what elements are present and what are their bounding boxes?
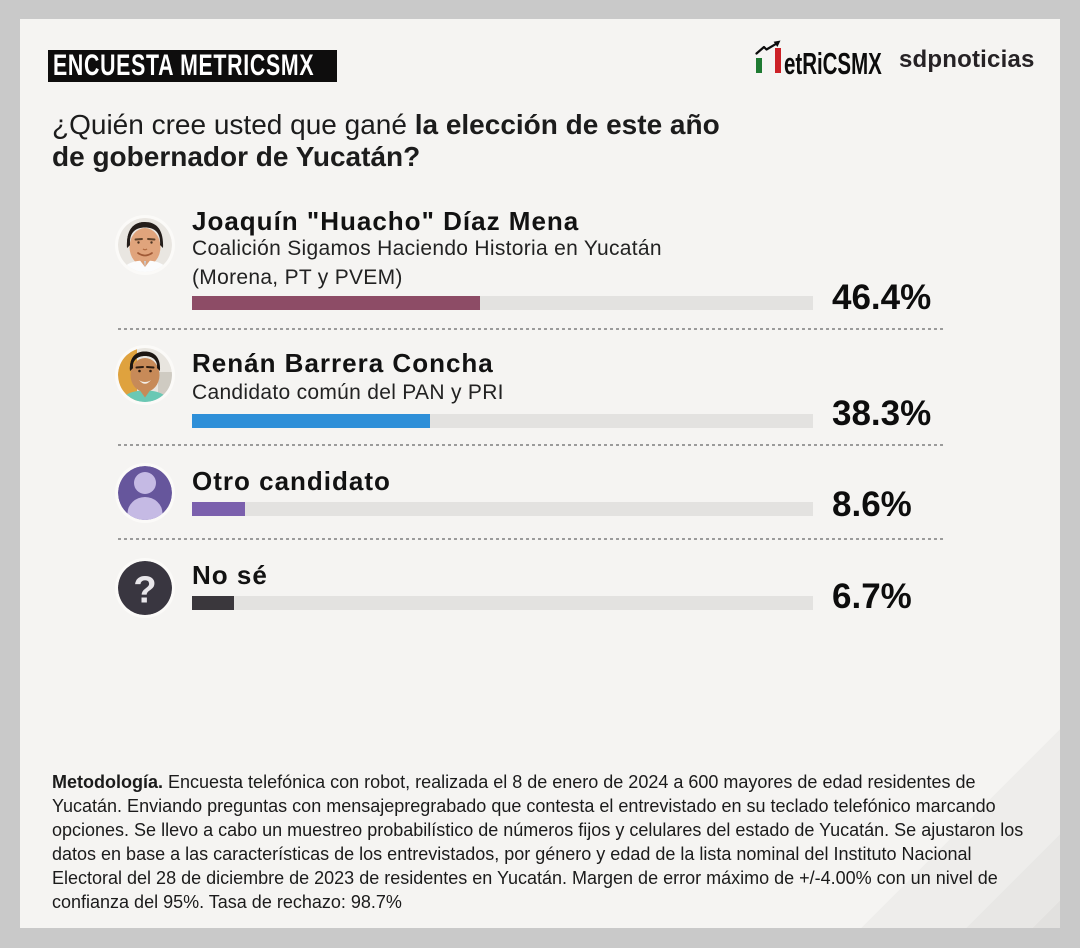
svg-text:?: ? <box>133 570 156 612</box>
